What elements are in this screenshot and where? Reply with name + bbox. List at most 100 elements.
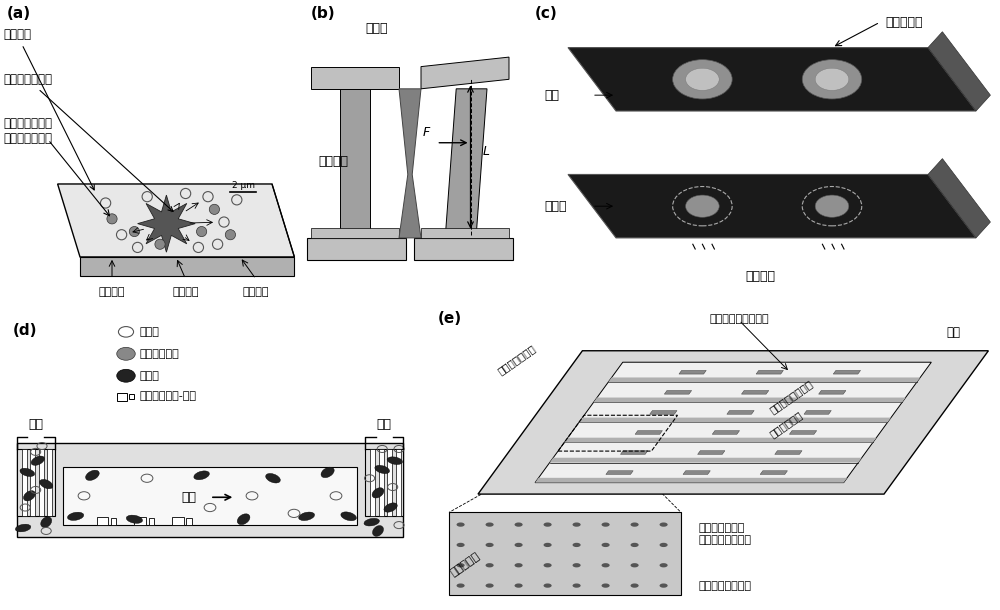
FancyBboxPatch shape (396, 449, 401, 516)
Polygon shape (579, 418, 891, 422)
Circle shape (225, 229, 236, 240)
Ellipse shape (23, 490, 35, 501)
Polygon shape (550, 458, 862, 462)
Ellipse shape (40, 479, 53, 489)
Circle shape (673, 60, 732, 99)
Ellipse shape (20, 468, 35, 476)
Polygon shape (272, 184, 294, 257)
Text: 悬臂梁: 悬臂梁 (366, 22, 388, 35)
Text: 血小板: 血小板 (544, 199, 566, 213)
Circle shape (515, 543, 523, 547)
Circle shape (129, 226, 140, 237)
Circle shape (544, 522, 552, 527)
Circle shape (660, 543, 668, 547)
FancyBboxPatch shape (39, 449, 44, 516)
Circle shape (686, 68, 719, 90)
Polygon shape (683, 471, 710, 475)
Polygon shape (712, 431, 740, 434)
Circle shape (515, 563, 523, 567)
Circle shape (107, 214, 117, 224)
FancyBboxPatch shape (30, 449, 35, 516)
Text: 腧原蛋白: 腧原蛋白 (318, 155, 348, 168)
FancyBboxPatch shape (117, 393, 127, 401)
Polygon shape (564, 438, 876, 442)
Ellipse shape (266, 473, 280, 483)
Text: 2 μm: 2 μm (232, 181, 255, 190)
Circle shape (486, 543, 494, 547)
Ellipse shape (372, 488, 384, 498)
Polygon shape (568, 174, 976, 238)
Circle shape (457, 543, 465, 547)
Ellipse shape (375, 465, 390, 473)
Circle shape (631, 583, 639, 588)
Ellipse shape (31, 456, 44, 465)
Ellipse shape (384, 503, 397, 512)
Text: 单个血小板收缩: 单个血小板收缩 (3, 73, 173, 212)
Ellipse shape (41, 517, 52, 528)
FancyBboxPatch shape (111, 518, 116, 525)
Circle shape (544, 543, 552, 547)
Polygon shape (535, 478, 847, 483)
Ellipse shape (321, 467, 334, 478)
Text: 流出: 流出 (947, 326, 961, 339)
FancyBboxPatch shape (149, 518, 154, 525)
Circle shape (815, 195, 849, 217)
Polygon shape (594, 398, 906, 403)
Polygon shape (608, 378, 920, 382)
Circle shape (515, 583, 523, 588)
Text: 中间层微组织阵列: 中间层微组织阵列 (768, 378, 815, 415)
FancyBboxPatch shape (370, 449, 375, 516)
Circle shape (602, 543, 610, 547)
Circle shape (486, 522, 494, 527)
Ellipse shape (237, 514, 250, 525)
Text: 腧原蛋白微组织阵列: 腧原蛋白微组织阵列 (709, 314, 769, 324)
Ellipse shape (67, 512, 84, 520)
Text: (a): (a) (6, 6, 31, 21)
FancyBboxPatch shape (129, 394, 134, 399)
Text: 出口: 出口 (377, 418, 392, 431)
Circle shape (815, 68, 849, 90)
Text: 粘附的血小板: 粘附的血小板 (139, 349, 179, 359)
Circle shape (631, 543, 639, 547)
Polygon shape (311, 228, 399, 238)
Polygon shape (399, 89, 421, 238)
FancyBboxPatch shape (186, 518, 192, 525)
Polygon shape (414, 238, 513, 260)
Polygon shape (775, 451, 802, 454)
Circle shape (573, 563, 581, 567)
Circle shape (660, 522, 668, 527)
Text: 初始位置: 初始位置 (243, 287, 269, 297)
Polygon shape (58, 184, 294, 257)
Text: (d): (d) (13, 323, 37, 338)
Polygon shape (928, 32, 990, 111)
FancyBboxPatch shape (22, 449, 27, 516)
Text: 底层可伸缩膜: 底层可伸缩膜 (768, 409, 804, 439)
Polygon shape (449, 512, 681, 595)
Polygon shape (478, 351, 988, 494)
Circle shape (602, 522, 610, 527)
Text: 最终位置: 最终位置 (172, 287, 199, 297)
Circle shape (602, 583, 610, 588)
Polygon shape (789, 431, 817, 434)
Ellipse shape (364, 518, 379, 526)
FancyBboxPatch shape (97, 517, 108, 525)
Polygon shape (698, 451, 725, 454)
Circle shape (544, 583, 552, 588)
Text: 血小板流入: 血小板流入 (449, 551, 482, 578)
Circle shape (457, 583, 465, 588)
Polygon shape (760, 471, 787, 475)
Text: 腧原蛋白微组织
捕获流动的血小板: 腧原蛋白微组织 捕获流动的血小板 (698, 523, 751, 545)
Text: 微点位移: 微点位移 (745, 270, 775, 282)
Circle shape (515, 522, 523, 527)
Circle shape (573, 583, 581, 588)
Circle shape (457, 563, 465, 567)
Text: 力传感器（块-柱）: 力传感器（块-柱） (139, 391, 196, 401)
Text: 基底: 基底 (544, 88, 559, 102)
Polygon shape (568, 48, 976, 111)
Text: 纤维蛋白原: 纤维蛋白原 (885, 16, 923, 29)
Polygon shape (340, 89, 370, 238)
Polygon shape (80, 257, 294, 276)
Polygon shape (606, 471, 633, 475)
Text: 微柱作为力传感器: 微柱作为力传感器 (698, 581, 751, 590)
Text: 珠子的位移用于
检测凝胶的变形: 珠子的位移用于 检测凝胶的变形 (3, 117, 52, 145)
